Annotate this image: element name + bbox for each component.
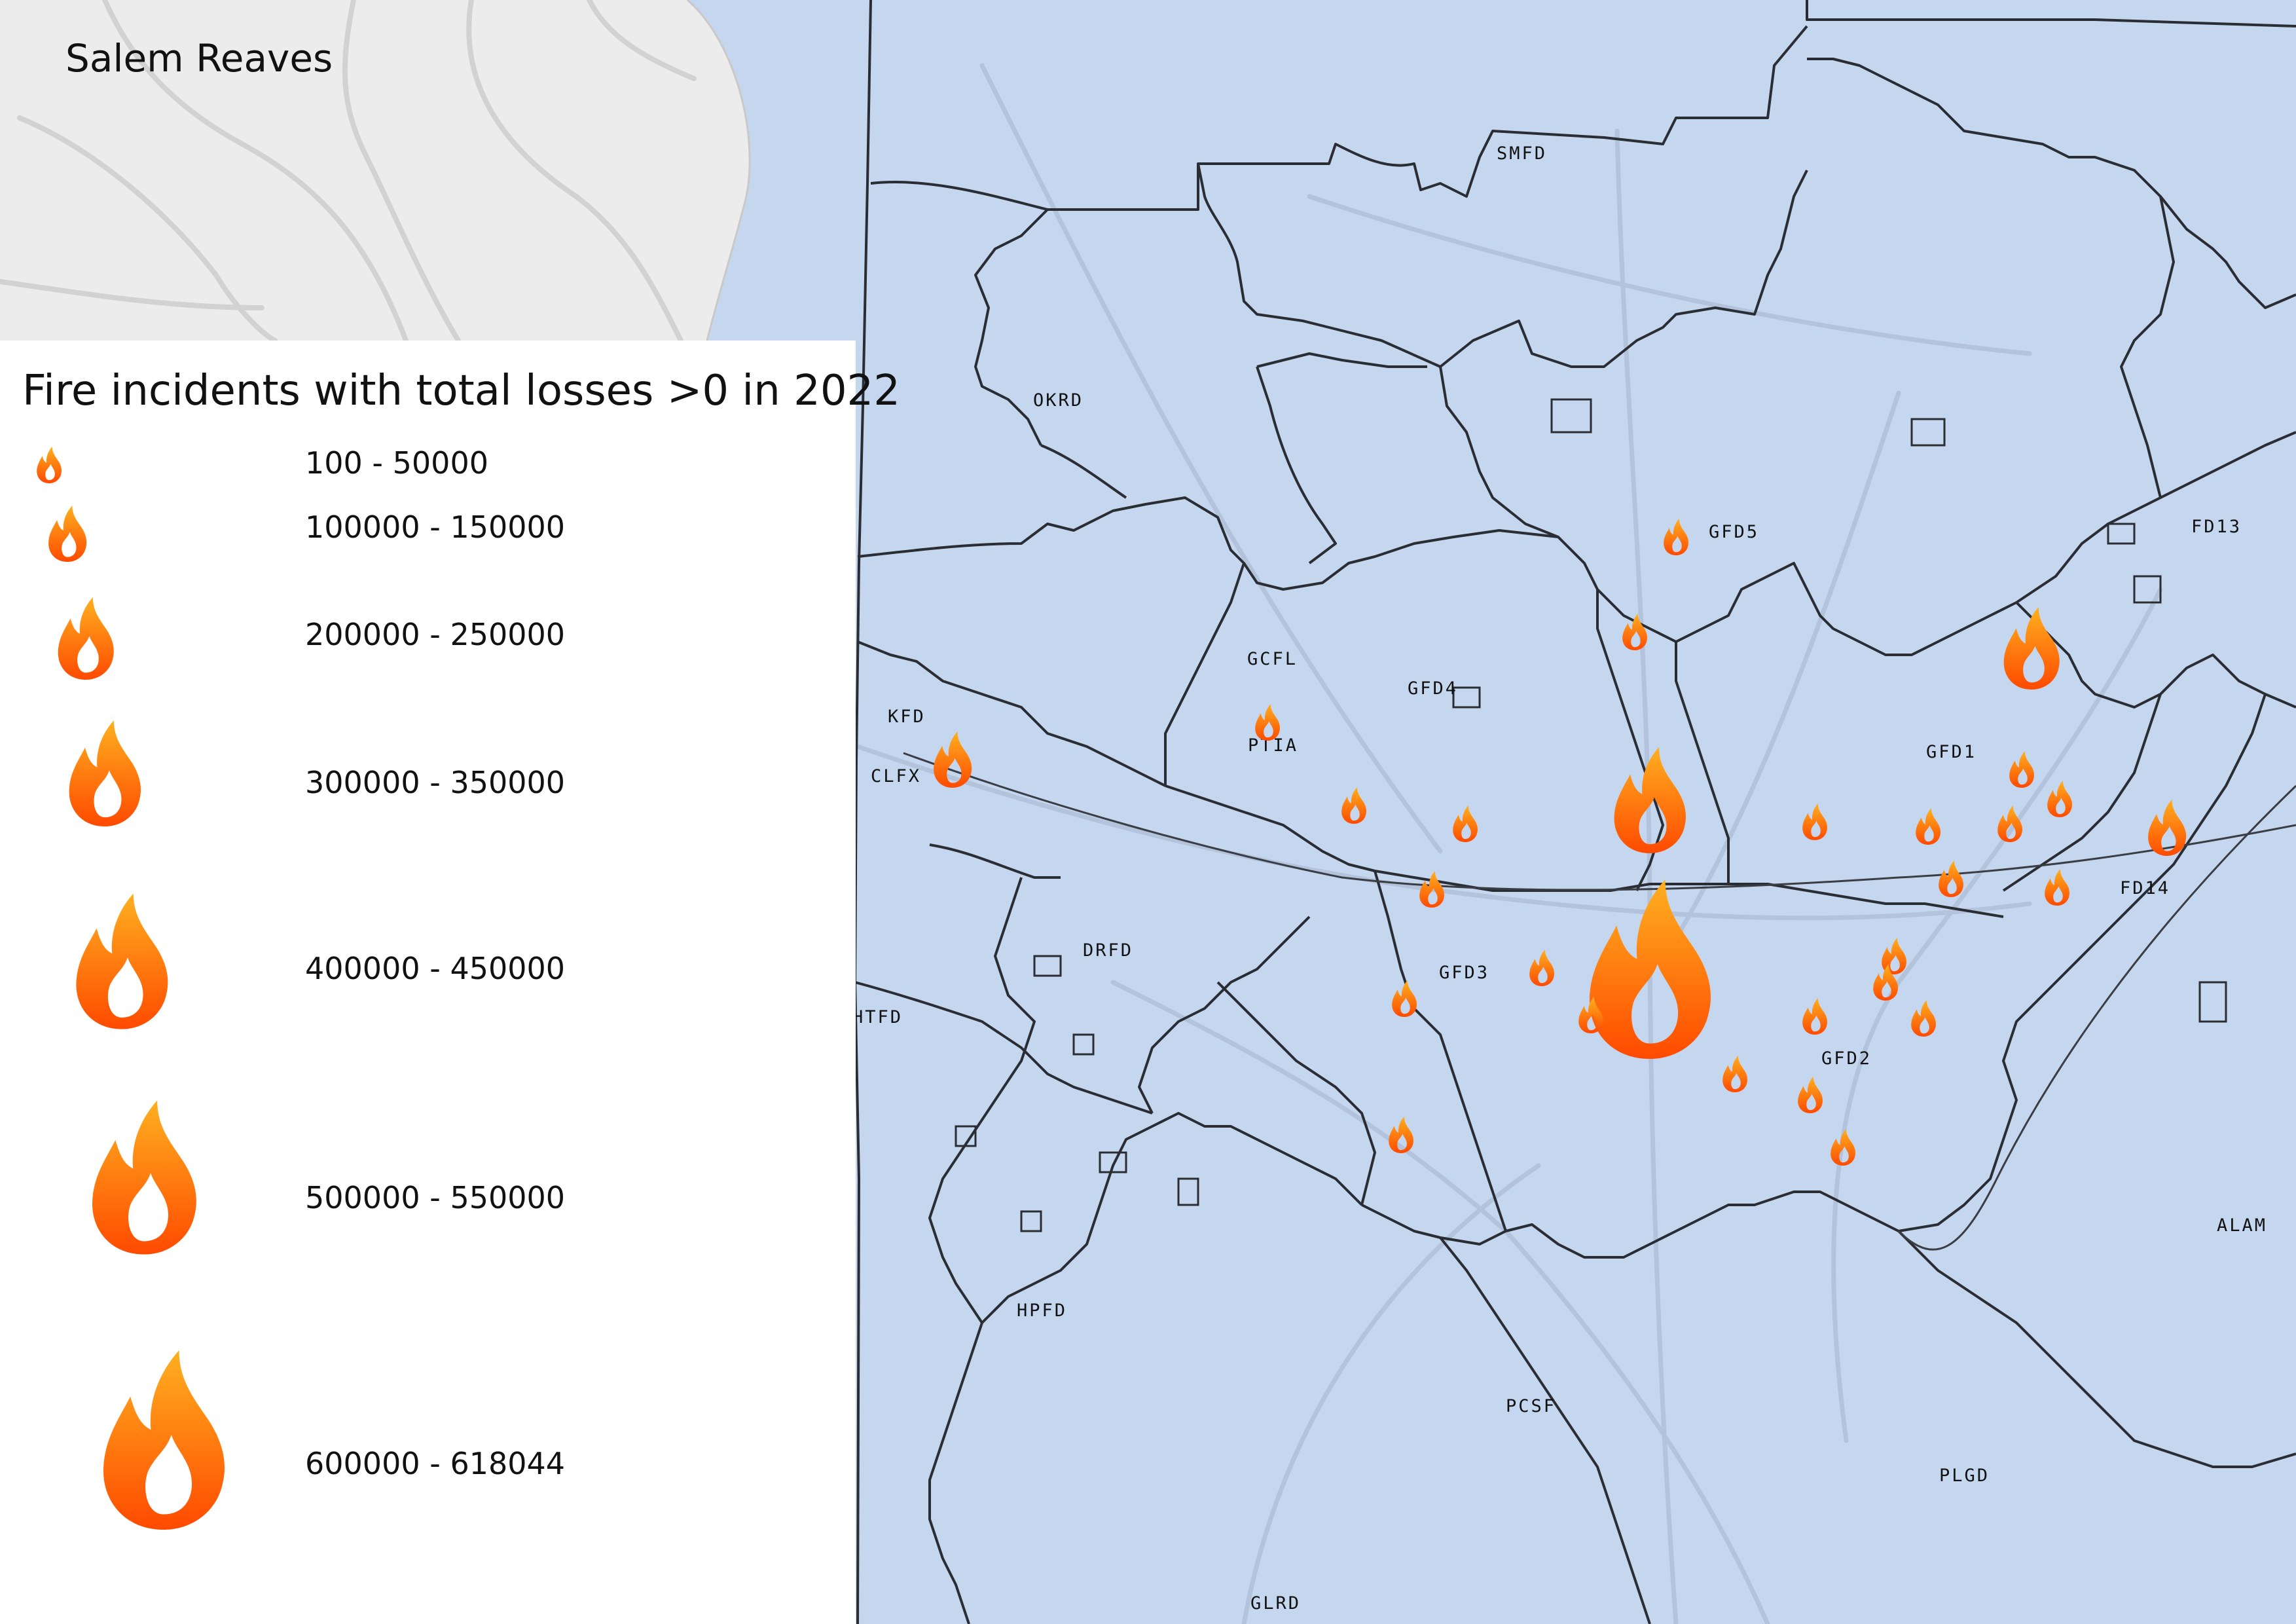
district-label-hpfd: HPFD [1017,1301,1067,1321]
legend-class-1: 100 - 50000 [0,439,856,485]
legend-class-4: 300000 - 350000 [0,707,856,864]
legend-class-7: 600000 - 618044 [0,1336,856,1598]
district-label-htfd: HTFD [852,1007,903,1027]
map-legend: Fire incidents with total losses >0 in 2… [0,341,900,1624]
fire-icon [56,597,115,680]
district-labels: SMFD OKRD GFD5 FD13 GCFL GFD4 KFD PTIA C… [852,143,2267,1614]
fire-icon [47,506,88,562]
county-edge [687,0,751,341]
railway [903,752,2296,891]
district-label-kfd: KFD [888,707,926,727]
district-label-plgd: PLGD [1939,1466,1990,1486]
legend-class-label: 100 - 50000 [305,445,488,481]
district-label-gfd3: GFD3 [1439,963,1489,983]
district-label-okrd: OKRD [1033,390,1084,411]
fire-icon [36,447,62,483]
legend-class-label: 400000 - 450000 [305,951,566,986]
district-label-drfd: DRFD [1083,940,1133,961]
legend-class-2: 100000 - 150000 [0,492,856,571]
legend-class-label: 600000 - 618044 [305,1446,566,1481]
legend-class-label: 500000 - 550000 [305,1180,566,1215]
legend-class-6: 500000 - 550000 [0,1087,856,1310]
district-label-fd14: FD14 [2120,878,2170,898]
fire-icon [73,893,170,1029]
district-label-gfd5: GFD5 [1709,522,1759,542]
fire-icon [100,1350,228,1530]
basemap-roads [0,0,697,343]
enclave-polygons [955,398,2227,1232]
district-label-gfd2: GFD2 [1821,1048,1872,1069]
fire-district-boundaries [854,0,2296,1624]
map-author: Salem Reaves [65,36,333,81]
district-label-gfd4: GFD4 [1408,678,1458,699]
district-label-gcfl: GCFL [1247,649,1298,669]
legend-title: Fire incidents with total losses >0 in 2… [22,367,900,415]
district-label-clfx: CLFX [871,766,921,786]
district-label-fd13: FD13 [2191,517,2242,537]
railway-southeast [1897,784,2296,1251]
legend-class-label: 300000 - 350000 [305,765,566,800]
district-label-pcsf: PCSF [1506,1396,1556,1416]
district-label-glrd: GLRD [1250,1593,1301,1614]
legend-class-label: 100000 - 150000 [305,509,566,545]
fire-icon [67,720,143,826]
legend-class-5: 400000 - 450000 [0,877,856,1074]
legend-class-label: 200000 - 250000 [305,617,566,652]
district-label-gfd1: GFD1 [1926,742,1977,762]
legend-class-3: 200000 - 250000 [0,583,856,694]
district-label-alam: ALAM [2217,1215,2267,1236]
district-label-smfd: SMFD [1497,143,1547,164]
fire-icon [89,1100,199,1255]
